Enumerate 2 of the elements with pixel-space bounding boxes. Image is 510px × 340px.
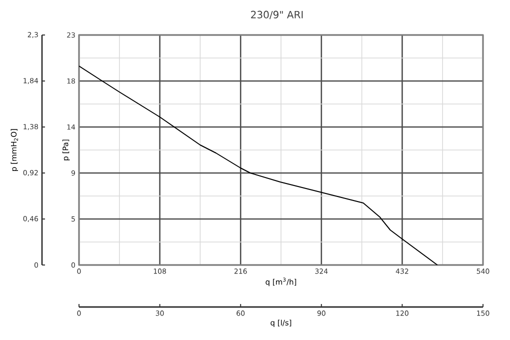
chart-title: 230/9" ARI: [251, 10, 303, 20]
line-series: [79, 65, 438, 265]
